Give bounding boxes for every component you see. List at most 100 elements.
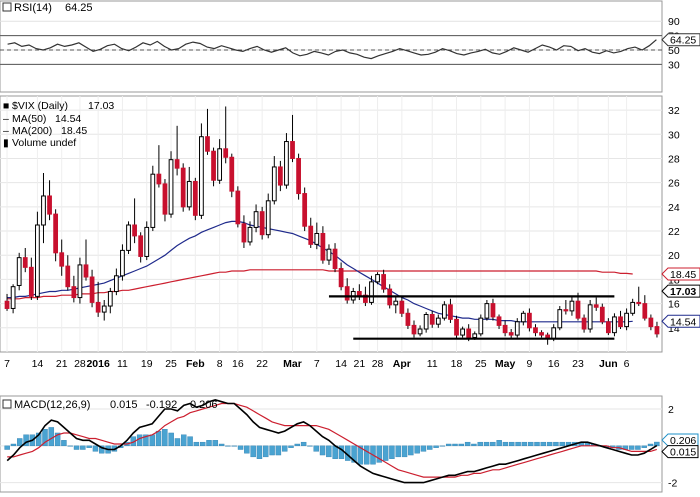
price-tick-label: 14 (668, 323, 680, 335)
legend-ma50-label: MA(50) (12, 113, 46, 125)
candle (435, 314, 441, 328)
candle-body (4, 300, 10, 309)
date-axis: 7 14 21 28 2016 11 19 25 Feb 8 16 22 Mar 7 14 21 28 Apr 11… (4, 358, 630, 370)
macd-histogram-bar (445, 443, 452, 447)
candle (144, 221, 150, 261)
candle (636, 286, 642, 307)
candle (326, 244, 332, 265)
price-tag-text: 17.03 (670, 286, 696, 298)
candle (277, 160, 283, 192)
macd-histogram-bar (458, 443, 465, 447)
macd-histogram-bar (269, 445, 275, 456)
candle-body (235, 190, 241, 225)
macd-histogram-bar (149, 434, 155, 447)
candle-body (16, 257, 22, 286)
candle-body (302, 193, 308, 227)
candle (484, 299, 490, 321)
date-tick-label: 8 (217, 358, 223, 370)
candle-body (223, 148, 229, 158)
date-tick-label: 22 (256, 358, 268, 370)
candle (247, 221, 253, 246)
macd-signal-line (7, 402, 657, 478)
candle-body (520, 312, 526, 323)
candle-body (648, 317, 654, 328)
candle (138, 232, 144, 263)
date-tick-label: Apr (393, 358, 411, 370)
date-tick-label: 6 (624, 358, 630, 370)
macd-histogram-bar (401, 445, 408, 458)
candle-body (338, 268, 344, 288)
macd-histogram-bar (23, 434, 29, 447)
candle (186, 166, 192, 211)
rsi-tick-label: 30 (668, 59, 680, 71)
candle (174, 125, 180, 176)
candle-body (575, 300, 581, 319)
macd-histogram-bar (540, 441, 547, 447)
macd-histogram-bar (206, 440, 212, 447)
date-tick-label: 28 (372, 358, 384, 370)
candle (101, 299, 107, 321)
candle-body (320, 232, 326, 261)
candle (229, 153, 235, 198)
candle-body (10, 286, 16, 309)
date-tick-label: 14 (335, 358, 347, 370)
candle (95, 281, 101, 317)
candle (624, 308, 629, 331)
macd-legend: MACD(12,26,9) 0.015 -0.192 0.206 (2, 399, 218, 411)
candle (113, 268, 119, 296)
candle-body (587, 304, 593, 330)
price-tick-label: 26 (668, 178, 680, 190)
candle-body (624, 312, 629, 328)
candle (259, 206, 265, 240)
candle (16, 252, 22, 291)
candle-body (539, 332, 544, 336)
candle (417, 325, 423, 337)
candle (235, 186, 241, 228)
date-tick-label: 25 (165, 358, 177, 370)
candle-body (217, 148, 223, 181)
macd-histogram-bar (174, 438, 181, 447)
price-tag-box (661, 314, 700, 328)
macd-tick-label: 2 (668, 404, 674, 416)
candle (514, 318, 520, 338)
candle (533, 324, 538, 337)
macd-histogram-bar (395, 445, 401, 458)
candle (120, 244, 125, 281)
candle (308, 217, 314, 248)
candle-body (393, 300, 399, 306)
candle (593, 297, 599, 311)
candle-body (636, 301, 642, 305)
candle (59, 239, 65, 276)
candle (527, 308, 532, 332)
price-tick-label: 16 (668, 299, 680, 311)
candle-body (326, 248, 332, 261)
candle-body (174, 159, 180, 169)
legend-volume-swatch: ▮ (3, 137, 9, 149)
macd-histogram-bar (376, 445, 383, 463)
macd-histogram-bar (162, 429, 168, 447)
candle (320, 226, 326, 264)
candle-body (277, 166, 283, 186)
candle (648, 314, 654, 331)
macd-histogram-bar (433, 445, 439, 448)
candle (557, 306, 563, 331)
candle-body (35, 224, 40, 297)
candle (192, 177, 198, 221)
candle-body (502, 324, 508, 334)
macd-histogram-bar (212, 440, 219, 447)
candle (605, 318, 611, 336)
candle-body (180, 167, 186, 208)
candle (284, 133, 289, 189)
candle (539, 330, 544, 338)
candle-body (265, 200, 271, 236)
price-tick-label: 30 (668, 129, 680, 141)
candle (168, 151, 174, 218)
candle-body (551, 327, 557, 340)
candle (77, 257, 83, 304)
candle (199, 123, 204, 219)
macd-legend-label: MACD(12,26,9) (14, 399, 90, 411)
candle-body (77, 264, 83, 299)
macd-histogram-bar (256, 445, 263, 459)
candle (369, 275, 374, 305)
candle (156, 145, 162, 188)
